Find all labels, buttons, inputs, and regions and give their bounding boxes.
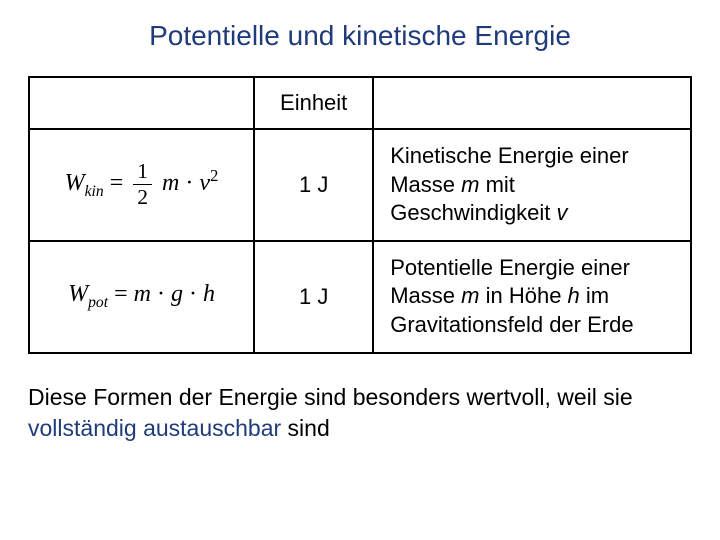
formula-kinetic: Wkin = 12 m · v2 [65, 170, 219, 196]
formula-cell-potential: Wpot = m · g · h [29, 241, 254, 353]
table-header-row: Einheit [29, 77, 691, 129]
unit-cell: 1 J [254, 129, 373, 241]
header-cell-unit: Einheit [254, 77, 373, 129]
desc-cell-kinetic: Kinetische Energie einer Masse m mit Ges… [373, 129, 691, 241]
formula-potential: Wpot = m · g · h [68, 281, 215, 307]
page-title: Potentielle und kinetische Energie [28, 20, 692, 52]
footer-accent: vollständig austauschbar [28, 415, 281, 441]
table-row: Wkin = 12 m · v2 1 J Kinetische Energie … [29, 129, 691, 241]
header-cell-formula [29, 77, 254, 129]
footer-text: Diese Formen der Energie sind besonders … [28, 382, 692, 444]
unit-cell: 1 J [254, 241, 373, 353]
energy-table: Einheit Wkin = 12 m · v2 1 J Kinetische … [28, 76, 692, 354]
table-row: Wpot = m · g · h 1 J Potentielle Energie… [29, 241, 691, 353]
header-cell-desc [373, 77, 691, 129]
formula-cell-kinetic: Wkin = 12 m · v2 [29, 129, 254, 241]
desc-cell-potential: Potentielle Energie einer Masse m in Höh… [373, 241, 691, 353]
